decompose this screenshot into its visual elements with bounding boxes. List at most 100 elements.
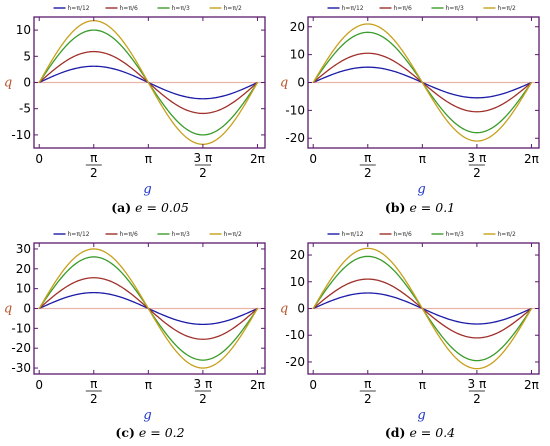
x-tick-label: π2 bbox=[359, 377, 376, 406]
y-tick-label: -10 bbox=[285, 328, 305, 342]
y-axis-label: q bbox=[280, 302, 288, 317]
y-tick-label: -5 bbox=[19, 102, 31, 116]
x-tick-denominator: 2 bbox=[364, 166, 372, 180]
subfigure-caption: (b) e = 0.1 bbox=[385, 200, 455, 215]
y-tick-label: 20 bbox=[290, 248, 305, 262]
x-tick-denominator: 2 bbox=[473, 392, 481, 406]
y-tick-label: 10 bbox=[16, 23, 31, 37]
series-line bbox=[38, 248, 259, 369]
x-tick-label: π bbox=[419, 378, 426, 392]
x-tick-label: π2 bbox=[359, 151, 376, 180]
x-tick-label: 2π bbox=[250, 152, 265, 166]
y-tick-label: 5 bbox=[23, 49, 31, 63]
x-tick-denominator: 2 bbox=[199, 166, 207, 180]
x-tick-denominator: 2 bbox=[364, 392, 372, 406]
y-tick-label: -20 bbox=[285, 355, 305, 369]
x-axis-label: g bbox=[143, 408, 151, 423]
legend-label: h=π/3 bbox=[446, 231, 464, 238]
x-tick-numerator: π bbox=[90, 377, 97, 391]
x-axis-label: g bbox=[417, 182, 425, 197]
x-tick-numerator: π bbox=[364, 377, 371, 391]
y-tick-label: 0 bbox=[23, 302, 31, 316]
x-tick-label: 0 bbox=[35, 378, 43, 392]
x-tick-label: 0 bbox=[309, 152, 317, 166]
legend-label: h=π/6 bbox=[394, 231, 412, 238]
x-tick-denominator: 2 bbox=[473, 166, 481, 180]
y-tick-label: -30 bbox=[11, 361, 31, 375]
x-tick-numerator: 3 π bbox=[194, 377, 213, 391]
caption-param: e = 0.4 bbox=[409, 425, 455, 440]
x-tick-label: π2 bbox=[85, 151, 102, 180]
legend-label: h=π/6 bbox=[120, 231, 138, 238]
y-tick-label: -10 bbox=[11, 128, 31, 142]
x-tick-label: 3 π2 bbox=[468, 377, 487, 406]
series-line bbox=[312, 23, 533, 142]
legend-label: h=π/12 bbox=[68, 5, 90, 12]
subfigure-caption: (d) e = 0.4 bbox=[385, 425, 455, 440]
x-tick-label: 2π bbox=[524, 152, 539, 166]
subfigure-caption: (c) e = 0.2 bbox=[115, 425, 184, 440]
caption-label: (c) bbox=[115, 425, 134, 440]
y-tick-label: 0 bbox=[297, 76, 305, 90]
x-tick-label: π bbox=[145, 152, 152, 166]
y-tick-label: 0 bbox=[297, 302, 305, 316]
legend-label: h=π/3 bbox=[172, 231, 190, 238]
y-tick-label: 20 bbox=[290, 20, 305, 34]
series-line bbox=[312, 247, 533, 370]
y-tick-label: 10 bbox=[290, 275, 305, 289]
x-tick-numerator: 3 π bbox=[468, 151, 487, 165]
series-line bbox=[38, 20, 259, 145]
legend-label: h=π/3 bbox=[172, 5, 190, 12]
y-tick-label: -20 bbox=[285, 131, 305, 145]
y-axis-label: q bbox=[4, 76, 12, 91]
x-tick-label: π2 bbox=[85, 377, 102, 406]
x-axis-label: g bbox=[417, 408, 425, 423]
x-tick-label: π bbox=[419, 152, 426, 166]
legend-label: h=π/2 bbox=[224, 231, 242, 238]
legend-label: h=π/12 bbox=[68, 231, 90, 238]
x-tick-denominator: 2 bbox=[90, 166, 98, 180]
y-tick-label: -10 bbox=[11, 321, 31, 335]
x-tick-label: 2π bbox=[250, 378, 265, 392]
y-tick-label: 30 bbox=[16, 242, 31, 256]
x-tick-numerator: π bbox=[364, 151, 371, 165]
y-axis-label: q bbox=[280, 76, 288, 91]
caption-label: (b) bbox=[385, 200, 406, 215]
caption-label: (a) bbox=[111, 200, 131, 215]
x-tick-label: π bbox=[145, 378, 152, 392]
x-tick-numerator: 3 π bbox=[194, 151, 213, 165]
legend-label: h=π/2 bbox=[224, 5, 242, 12]
caption-param: e = 0.1 bbox=[409, 200, 455, 215]
legend-label: h=π/2 bbox=[498, 231, 516, 238]
y-axis-label: q bbox=[4, 302, 12, 317]
x-axis-label: g bbox=[143, 182, 151, 197]
y-tick-label: 20 bbox=[16, 262, 31, 276]
x-tick-label: 0 bbox=[309, 378, 317, 392]
caption-label: (d) bbox=[385, 425, 406, 440]
x-tick-label: 0 bbox=[35, 152, 43, 166]
legend-label: h=π/12 bbox=[342, 231, 364, 238]
x-tick-label: 2π bbox=[524, 378, 539, 392]
legend-label: h=π/6 bbox=[394, 5, 412, 12]
x-tick-denominator: 2 bbox=[90, 392, 98, 406]
y-tick-label: -10 bbox=[285, 103, 305, 117]
x-tick-label: 3 π2 bbox=[194, 377, 213, 406]
legend-label: h=π/2 bbox=[498, 5, 516, 12]
caption-param: e = 0.05 bbox=[135, 200, 189, 215]
x-tick-numerator: π bbox=[90, 151, 97, 165]
y-tick-label: -20 bbox=[11, 341, 31, 355]
x-tick-label: 3 π2 bbox=[468, 151, 487, 180]
y-tick-label: 10 bbox=[16, 282, 31, 296]
x-tick-numerator: 3 π bbox=[468, 377, 487, 391]
legend-label: h=π/6 bbox=[120, 5, 138, 12]
subfigure-caption: (a) e = 0.05 bbox=[111, 200, 189, 215]
y-tick-label: 10 bbox=[290, 48, 305, 62]
legend-label: h=π/12 bbox=[342, 5, 364, 12]
caption-param: e = 0.2 bbox=[139, 425, 185, 440]
legend-label: h=π/3 bbox=[446, 5, 464, 12]
